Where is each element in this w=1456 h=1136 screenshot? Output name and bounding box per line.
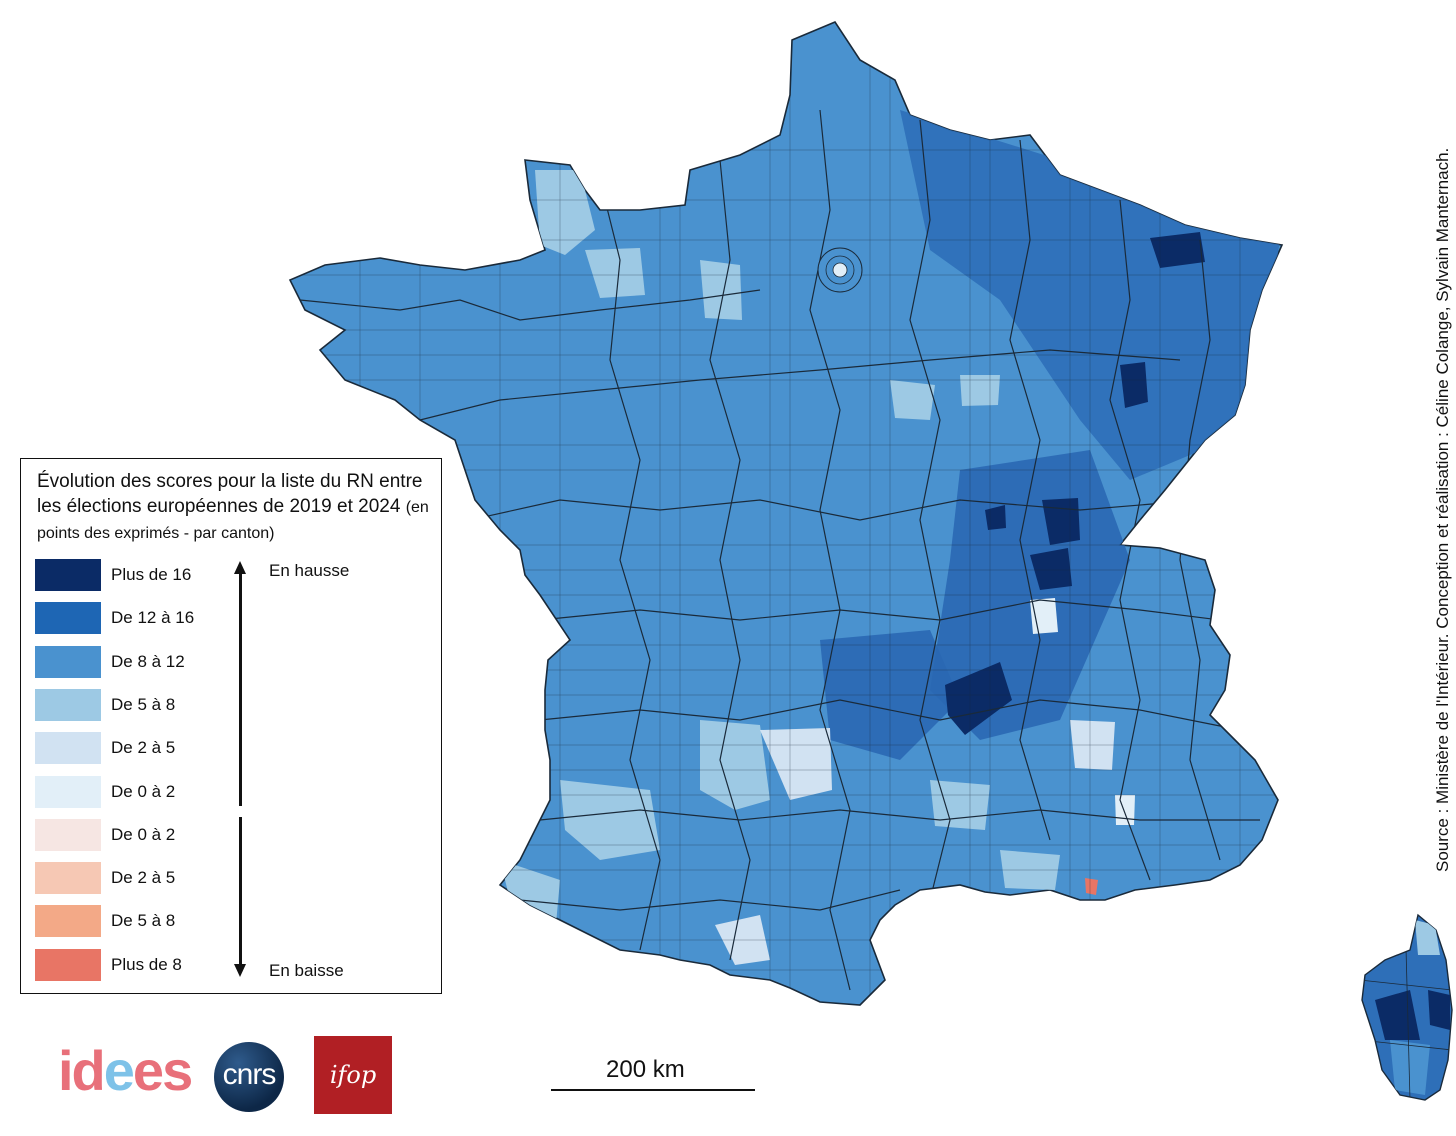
legend-label: Plus de 16 — [111, 565, 192, 584]
legend-swatch — [35, 818, 101, 851]
legend-label: De 12 à 16 — [111, 608, 195, 628]
up-arrow-head — [234, 561, 246, 574]
up-arrow-line — [239, 571, 242, 806]
down-arrow-line — [239, 817, 242, 967]
scale-bar — [551, 1089, 755, 1091]
legend-label: De 2 à 5 — [111, 868, 176, 888]
legend-swatch — [35, 559, 101, 591]
legend-label: De 0 à 2 — [111, 824, 176, 844]
legend-label: De 2 à 5 — [111, 738, 176, 758]
legend-swatch — [35, 862, 101, 895]
legend-swatch — [35, 948, 101, 981]
legend-row: De 8 à 12 — [35, 645, 235, 679]
legend-swatch — [35, 688, 101, 721]
legend-row: De 2 à 5 — [35, 732, 235, 765]
legend-row: Plus de 16 — [35, 559, 235, 592]
legend-box: Évolution des scores pour la liste du RN… — [20, 458, 442, 994]
legend-label: De 5 à 8 — [111, 694, 176, 714]
legend-row: Plus de 8 — [35, 948, 235, 982]
legend-title-main: Évolution des scores pour la liste du RN… — [37, 471, 423, 517]
legend-title-sub: (en points des exprimés - par canton) — [37, 499, 429, 542]
down-arrow-head — [234, 964, 246, 977]
legend-row: De 5 à 8 — [35, 688, 235, 722]
legend-row: De 0 à 2 — [35, 818, 235, 852]
legend-label: De 5 à 8 — [111, 911, 176, 931]
legend-swatch — [35, 775, 101, 808]
legend-label: De 8 à 12 — [111, 651, 185, 671]
corsica — [1361, 913, 1453, 1101]
scale-bar-label: 200 km — [606, 1056, 685, 1083]
ifop-logo: ifop — [314, 1036, 392, 1114]
france-mainland — [289, 21, 1283, 1006]
legend-row: De 12 à 16 — [35, 602, 235, 635]
legend-title: Évolution des scores pour la liste du RN… — [37, 469, 437, 546]
legend-label: De 0 à 2 — [111, 781, 176, 801]
legend-swatch — [35, 645, 101, 678]
cnrs-logo: cnrs — [214, 1042, 284, 1112]
legend-label: Plus de 8 — [111, 954, 182, 974]
down-label: En baisse — [269, 961, 344, 980]
legend-swatch — [35, 905, 101, 938]
legend-row: De 0 à 2 — [35, 775, 235, 809]
legend-row: De 5 à 8 — [35, 905, 235, 938]
legend-swatch — [35, 602, 101, 635]
source-credit: Source : Ministère de l'Intérieur. Conce… — [1433, 147, 1452, 872]
legend-row: De 2 à 5 — [35, 862, 235, 895]
up-label: En hausse — [269, 561, 350, 580]
paris-area — [817, 247, 863, 293]
idees-logo: idees — [58, 1039, 193, 1102]
legend-swatch — [35, 732, 101, 765]
